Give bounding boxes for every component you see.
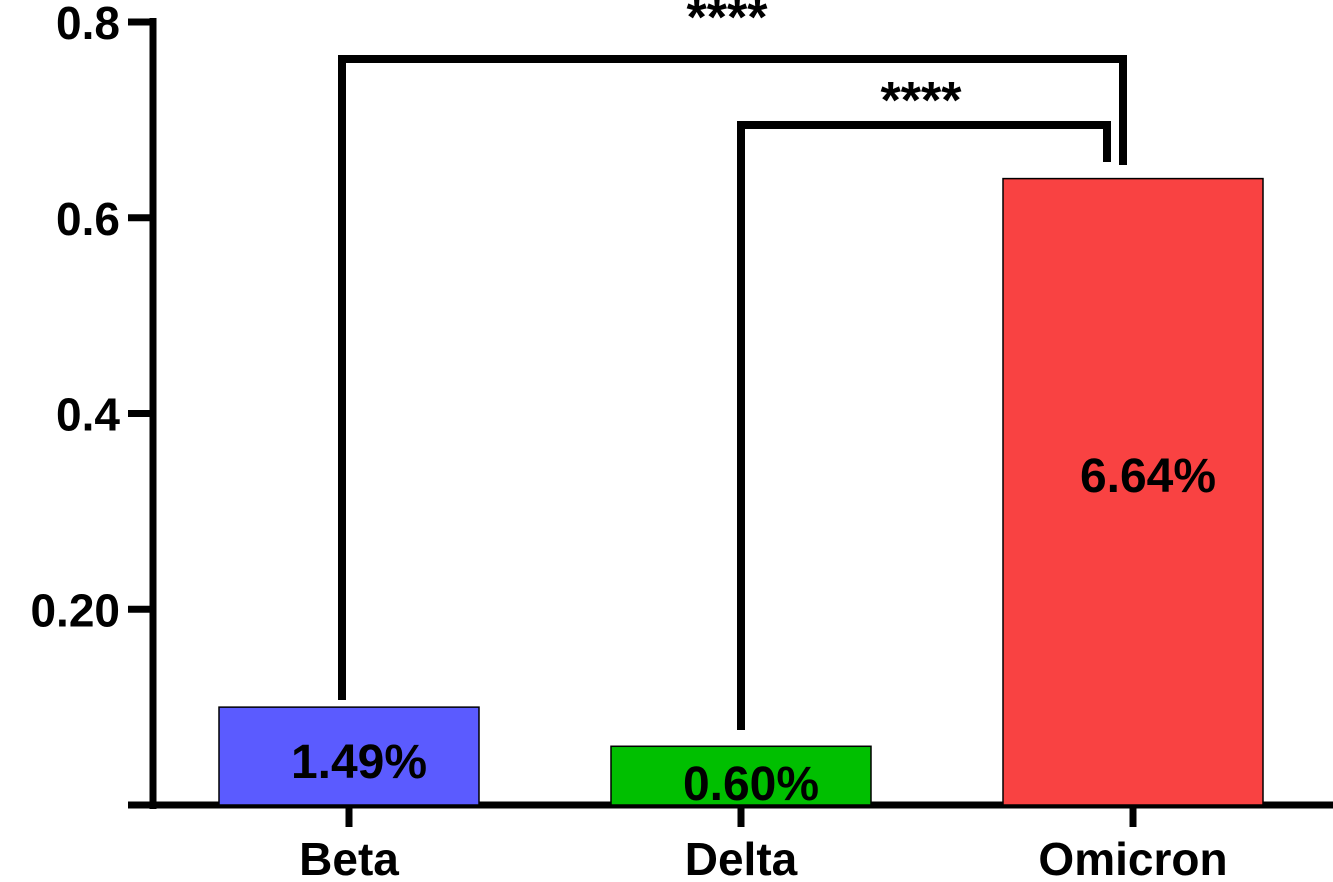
- bar-beta: [218, 706, 480, 806]
- data-label-omicron: 6.64%: [1080, 450, 1216, 503]
- bar-omicron: [1002, 177, 1264, 806]
- bar-delta: [610, 745, 872, 806]
- category-label-delta: Delta: [685, 833, 798, 882]
- y-tick-label-1: 0.4: [56, 389, 120, 441]
- data-label-beta: 1.49%: [291, 736, 427, 789]
- y-tick-label-3: 0.8: [56, 0, 120, 49]
- y-tick-label-0: 0.20: [30, 584, 120, 636]
- y-tick-label-2: 0.6: [56, 193, 120, 245]
- significance-brackets: **** ****: [338, 0, 1127, 730]
- bars: [218, 177, 1264, 806]
- bracket-delta-omicron: [737, 121, 1111, 730]
- labels: Beta 1.49% Delta 0.60% Omicron 6.64%: [291, 450, 1228, 882]
- bracket-beta-omicron: [338, 55, 1127, 700]
- data-label-delta: 0.60%: [683, 758, 819, 811]
- category-label-omicron: Omicron: [1038, 833, 1227, 882]
- significance-label-1: ****: [881, 72, 963, 130]
- category-label-beta: Beta: [299, 833, 399, 882]
- significance-label-0: ****: [687, 0, 769, 47]
